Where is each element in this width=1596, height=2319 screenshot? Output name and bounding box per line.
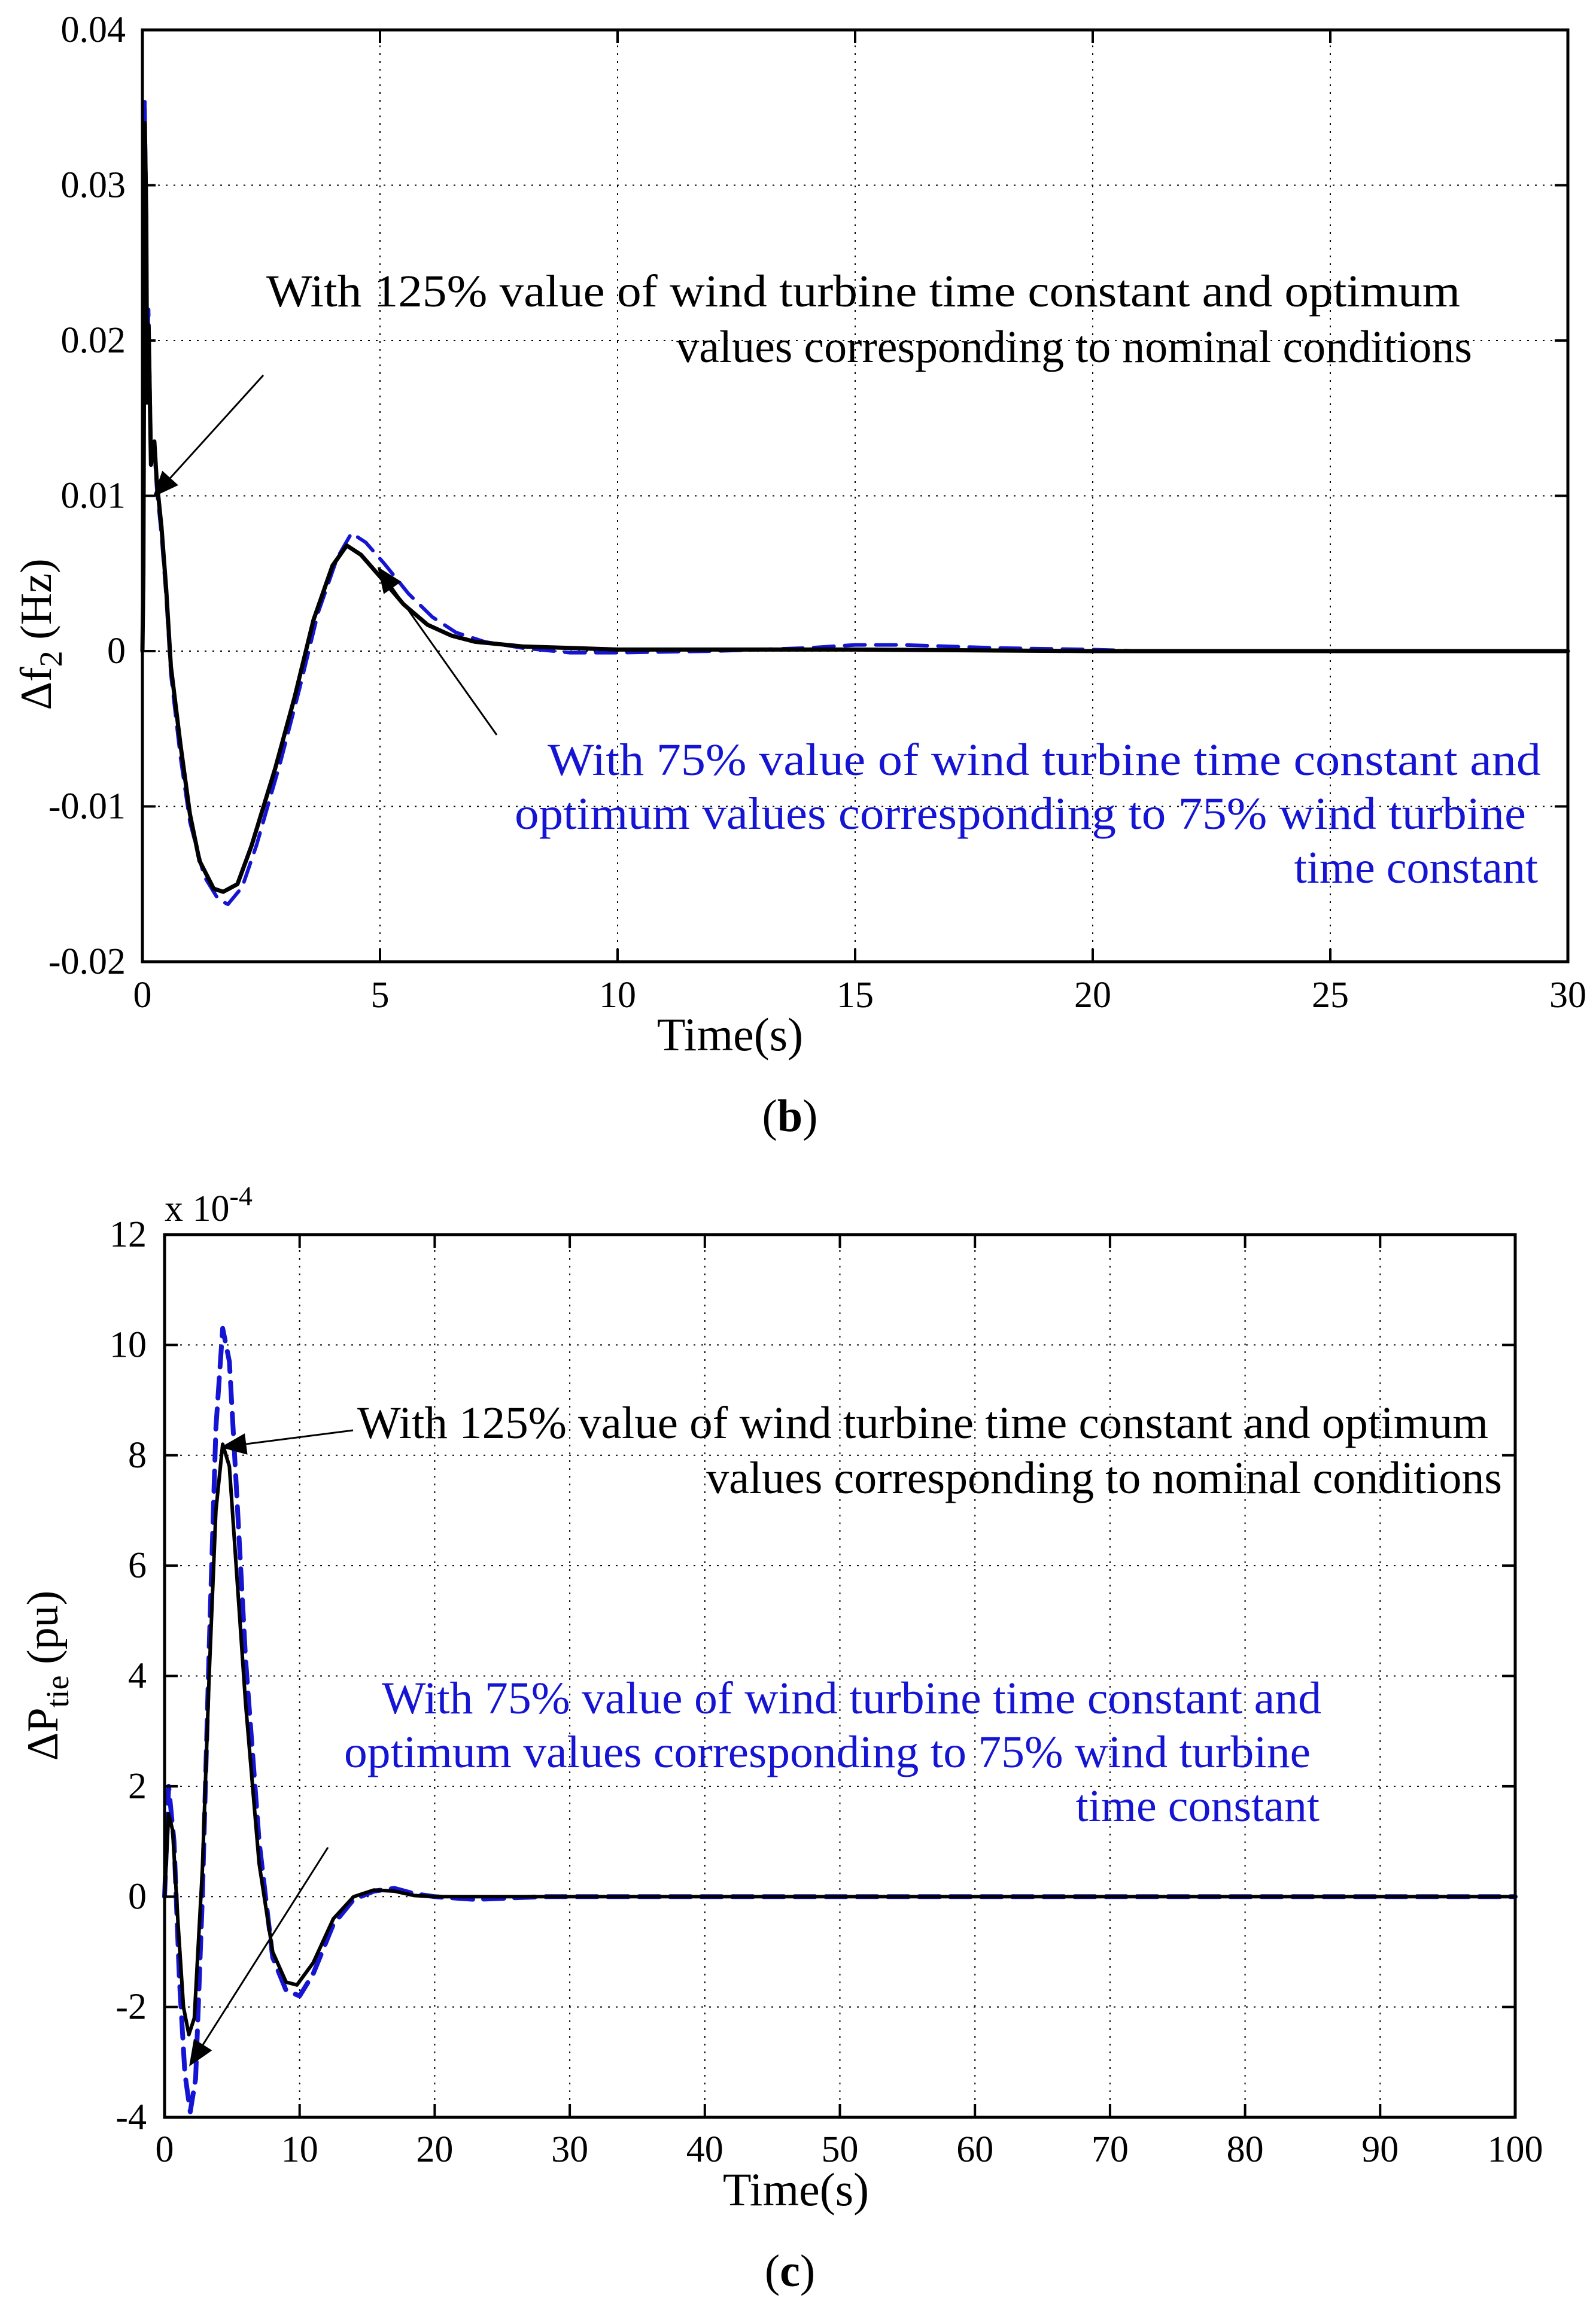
chart-b-ylabel: Δf2 (Hz) (12, 558, 69, 710)
chart-c-pointer-arrow-2 (189, 1847, 329, 2067)
chart-b-ytick-label: 0.01 (61, 476, 126, 516)
chart-b-annotation-blue-line-1: With 75% value of wind turbine time cons… (548, 735, 1541, 785)
chart-c-ylabel-suffix: (pu) (19, 1591, 68, 1676)
chart-b-xlabel: Time(s) (657, 1008, 803, 1060)
chart-c-ytick-label: -2 (115, 1987, 147, 2028)
chart-c-ytick-label: 6 (128, 1545, 147, 1586)
chart-b-annotation-blue-line-2: optimum values corresponding to 75% wind… (515, 789, 1526, 839)
chart-c-ytick-label: 12 (110, 1214, 147, 1255)
chart-c-xtick-label: 50 (822, 2129, 859, 2170)
chart-c-caption-close: ) (800, 2246, 815, 2296)
chart-c-ytick-label: 10 (110, 1324, 147, 1365)
chart-c-ticks: 0 10 20 30 40 50 60 70 80 90 100 -4 -2 0 2 4 6 8 10 12 (110, 1214, 1543, 2170)
chart-c-series (162, 1326, 1518, 2114)
chart-c-annotation-blue-line-2: optimum values corresponding to 75% wind… (344, 1727, 1311, 1777)
chart-b-ytick-label: -0.01 (48, 786, 126, 827)
chart-c-caption-open: ( (765, 2246, 780, 2296)
chart-b-xtick-label: 20 (1074, 975, 1111, 1016)
chart-c-ytick-label: 0 (128, 1876, 147, 1917)
chart-c-ytick-label: -4 (115, 2097, 147, 2138)
chart-b-xtick-label: 25 (1312, 975, 1349, 1016)
chart-b-annotation-blue-line-3: time constant (1294, 843, 1538, 893)
chart-c-xtick-label: 70 (1092, 2129, 1129, 2170)
chart-b-ylabel-sub: 2 (33, 651, 69, 667)
chart-c-series-blue-dashed (162, 1326, 1518, 2114)
chart-c-annotation-blue-line-1: With 75% value of wind turbine time cons… (382, 1673, 1321, 1724)
chart-b-pointer-arrow-1 (153, 374, 265, 497)
chart-c-ytick-label: 8 (128, 1435, 147, 1476)
chart-b-caption-letter: b (777, 1091, 802, 1141)
chart-c-xtick-label: 0 (156, 2129, 174, 2170)
chart-c-exponent-label: x 10-4 (165, 1181, 253, 1229)
chart-b-ylabel-prefix: Δf (12, 667, 61, 710)
chart-b-ytick-label: -0.02 (48, 941, 126, 982)
chart-c-ylabel: ΔPtie (pu) (19, 1591, 75, 1761)
chart-c-annotation-black-line-1: With 125% value of wind turbine time con… (357, 1398, 1488, 1448)
chart-c-exponent-base: x 10 (165, 1189, 230, 1229)
chart-c-ylabel-prefix: ΔP (19, 1708, 68, 1761)
chart-c-caption: (c) (765, 2246, 815, 2296)
chart-c-xtick-label: 80 (1227, 2129, 1264, 2170)
chart-c-xtick-label: 10 (281, 2129, 318, 2170)
chart-c-annotation-black-line-2: values corresponding to nominal conditio… (706, 1453, 1502, 1503)
chart-c-caption-letter: c (780, 2246, 800, 2296)
chart-b-annotation-black-line-2: values corresponding to nominal conditio… (676, 322, 1472, 372)
chart-c-ylabel-sub: tie (39, 1676, 75, 1708)
chart-b-xtick-label: 15 (837, 975, 874, 1016)
chart-b-pointer-arrow-2 (377, 567, 498, 735)
chart-c-pointer-arrow-1 (220, 1429, 354, 1455)
chart-c-exponent-power: -4 (230, 1181, 253, 1211)
chart-b-xtick-label: 10 (599, 975, 636, 1016)
chart-c-xtick-label: 30 (551, 2129, 588, 2170)
chart-c-xtick-label: 20 (416, 2129, 453, 2170)
chart-c: 0 10 20 30 40 50 60 70 80 90 100 -4 -2 0 2 4 6 8 10 12 x 10… (19, 1181, 1543, 2296)
chart-b-caption-close: ) (802, 1091, 817, 1141)
chart-c-annotation-blue-line-3: time constant (1076, 1781, 1320, 1831)
chart-c-xtick-label: 40 (686, 2129, 723, 2170)
chart-b-xtick-label: 5 (371, 975, 390, 1016)
chart-b: 0 5 10 15 20 25 30-0.02-0.0100.010.020.030.04 … (12, 10, 1586, 1141)
chart-c-ytick-label: 2 (128, 1766, 147, 1807)
chart-b-annotation-black-line-1: With 125% value of wind turbine time con… (266, 266, 1460, 317)
chart-c-ytick-label: 4 (128, 1656, 147, 1697)
chart-b-ytick-label: 0.03 (61, 165, 126, 206)
chart-b-ytick-label: 0.02 (61, 320, 126, 361)
chart-b-caption-open: ( (762, 1091, 777, 1141)
chart-b-ylabel-suffix: (Hz) (12, 558, 61, 651)
chart-b-series (140, 98, 1570, 906)
chart-b-caption: (b) (762, 1091, 818, 1141)
chart-b-series-black-solid (140, 121, 1570, 894)
chart-b-ytick-label: 0 (107, 631, 126, 671)
chart-b-ytick-label: 0.04 (61, 10, 126, 50)
chart-c-series-black-solid (163, 1442, 1517, 2037)
chart-c-xtick-label: 100 (1488, 2129, 1543, 2170)
chart-b-xtick-label: 30 (1549, 975, 1586, 1016)
chart-b-ticks: 0 5 10 15 20 25 30 -0.02 -0.01 0 0.01 0.02 0.03 0.04 (48, 10, 1586, 1016)
chart-c-xlabel: Time(s) (723, 2163, 869, 2215)
chart-c-xtick-label: 90 (1361, 2129, 1399, 2170)
chart-b-xtick-label: 0 (133, 975, 152, 1016)
chart-c-xtick-label: 60 (956, 2129, 993, 2170)
